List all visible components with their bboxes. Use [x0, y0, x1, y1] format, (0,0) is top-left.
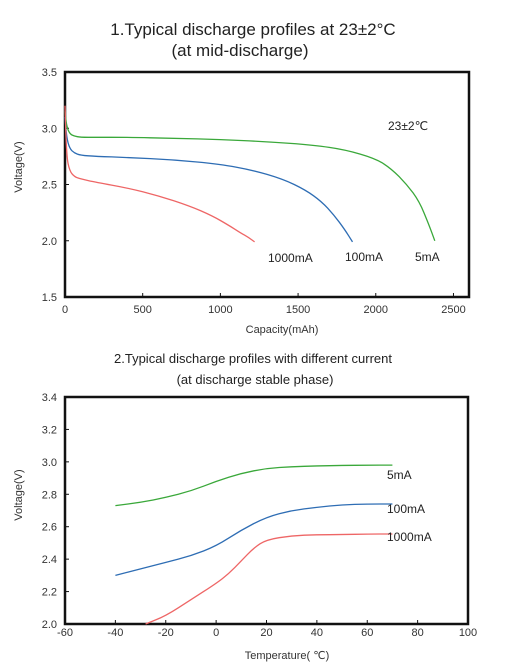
x-tick-label: 60 [361, 627, 373, 639]
x-tick-label: -40 [107, 627, 123, 639]
chart1-y-ticks: 1.5 2.0 2.5 3.0 3.5 [42, 67, 69, 304]
series-line-5ma [115, 464, 393, 507]
x-tick-label: 2500 [441, 304, 465, 316]
y-tick-label: 2.4 [42, 554, 57, 566]
y-tick-label: 3.0 [42, 457, 57, 469]
y-tick-label: 2.2 [42, 587, 57, 599]
y-tick-label: 2.0 [42, 236, 57, 248]
chart1-subtitle: (at mid-discharge) [172, 41, 309, 60]
series-label-100ma: 100mA [387, 502, 425, 516]
x-tick-label: 0 [62, 304, 68, 316]
chart1-lines [64, 105, 436, 243]
chart2-subtitle: (at discharge stable phase) [177, 372, 334, 387]
y-tick-label: 2.8 [42, 489, 57, 501]
y-tick-label: 3.4 [42, 392, 57, 404]
x-tick-label: 80 [412, 627, 424, 639]
y-tick-label: 3.2 [42, 424, 57, 436]
chart1-title: 1.Typical discharge profiles at 23±2°C [110, 20, 395, 39]
chart2-y-ticks: 2.0 2.2 2.4 2.6 2.8 3.0 3.2 3.4 [42, 392, 69, 631]
chart1-series-labels: 5mA 100mA 1000mA [268, 250, 440, 265]
x-tick-label: 100 [459, 627, 477, 639]
y-tick-label: 2.6 [42, 522, 57, 534]
x-tick-label: 20 [260, 627, 272, 639]
chart1-xlabel: Capacity(mAh) [246, 324, 319, 336]
chart2-x-ticks: -60 -40 -20 0 20 40 60 80 100 [57, 620, 477, 639]
series-line-1000ma [145, 533, 393, 625]
chart2-ylabel: Voltage(V) [13, 469, 25, 520]
y-tick-label: 2.0 [42, 619, 57, 631]
chart1-frame [63, 70, 471, 299]
series-label-1000ma: 1000mA [268, 251, 313, 265]
chart1-ylabel: Voltage(V) [13, 141, 25, 192]
x-tick-label: 1000 [208, 304, 232, 316]
chart2-xlabel: Temperature( ℃) [245, 650, 330, 662]
chart1-annotation: 23±2℃ [388, 119, 428, 133]
series-line-1000ma [64, 105, 255, 243]
series-line-100ma [64, 116, 354, 243]
chart1-x-ticks: 0 500 1000 1500 2000 2500 [62, 293, 466, 316]
x-tick-label: -20 [158, 627, 174, 639]
series-line-5ma [64, 111, 436, 242]
series-line-100ma [115, 503, 393, 577]
chart2-series-labels: 5mA 100mA 1000mA [387, 468, 432, 544]
chart2-lines [115, 464, 393, 625]
x-tick-label: 500 [134, 304, 152, 316]
x-tick-label: -60 [57, 627, 73, 639]
x-tick-label: 2000 [364, 304, 388, 316]
y-tick-label: 1.5 [42, 292, 57, 304]
series-label-5ma: 5mA [387, 468, 412, 482]
x-tick-label: 40 [311, 627, 323, 639]
series-label-1000ma: 1000mA [387, 530, 432, 544]
y-tick-label: 3.5 [42, 67, 57, 79]
x-tick-label: 0 [213, 627, 219, 639]
y-tick-label: 2.5 [42, 180, 57, 192]
chart2-title: 2.Typical discharge profiles with differ… [114, 351, 392, 366]
series-label-5ma: 5mA [415, 250, 440, 264]
series-label-100ma: 100mA [345, 250, 383, 264]
x-tick-label: 1500 [286, 304, 310, 316]
y-tick-label: 3.0 [42, 123, 57, 135]
